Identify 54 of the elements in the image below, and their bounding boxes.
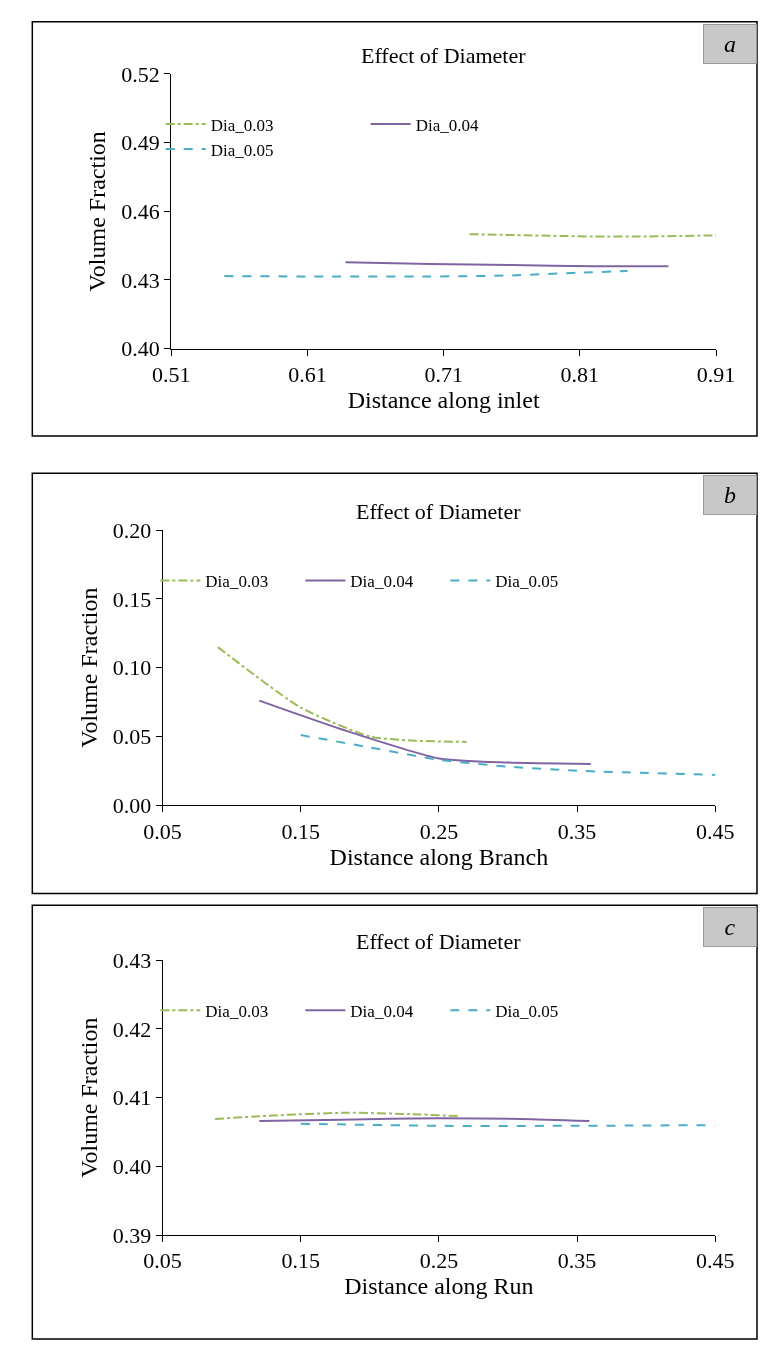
line-series	[216, 646, 468, 743]
y-tick-label: 0.15	[112, 586, 152, 612]
text: b	[724, 482, 736, 508]
line-series	[258, 699, 592, 765]
legend-label: Dia_0.04	[350, 1001, 414, 1021]
x-axis-title: Distance along inlet	[347, 387, 540, 414]
y-tick-label: 0.20	[112, 517, 152, 543]
y-tick-label: 0.42	[112, 1016, 152, 1042]
y-tick-label: 0.46	[121, 198, 160, 224]
x-tick-label: 0.15	[281, 818, 320, 844]
y-tick-label: 0.49	[121, 130, 160, 156]
y-axis-title: Volume Fraction	[84, 131, 111, 292]
x-tick-label: 0.05	[143, 1248, 182, 1274]
x-tick-label: 0.71	[424, 362, 463, 388]
x-tick-label: 0.15	[281, 1248, 320, 1274]
x-axis-title: Distance along Run	[344, 1273, 534, 1300]
x-tick-label: 0.35	[557, 818, 597, 844]
legend-label: Dia_0.03	[205, 572, 269, 592]
y-tick-label: 0.40	[112, 1154, 152, 1180]
y-tick-label: 0.39	[112, 1222, 152, 1248]
x-axis-title: Distance along Branch	[329, 843, 549, 870]
legend-label: Dia_0.04	[415, 115, 479, 135]
y-tick-label: 0.43	[112, 947, 152, 973]
legend-label: Dia_0.03	[210, 115, 274, 135]
x-tick-label: 0.35	[557, 1248, 597, 1274]
x-tick-label: 0.91	[696, 362, 736, 388]
y-tick-label: 0.52	[121, 61, 160, 87]
line-series	[299, 734, 716, 776]
x-tick-label: 0.45	[695, 1248, 735, 1274]
x-tick-label: 0.05	[143, 818, 182, 844]
x-tick-label: 0.61	[288, 362, 327, 388]
y-tick-label: 0.40	[121, 336, 160, 362]
y-tick-label: 0.00	[112, 792, 152, 818]
chart-title: Effect of Diameter	[356, 929, 522, 954]
text: c	[724, 914, 736, 940]
legend-label: Dia_0.05	[495, 572, 559, 592]
y-tick-label: 0.10	[112, 655, 152, 681]
x-tick-label: 0.81	[560, 362, 600, 388]
legend-label: Dia_0.05	[495, 1001, 559, 1021]
x-tick-label: 0.51	[151, 362, 191, 388]
y-tick-label: 0.05	[112, 724, 152, 750]
chart-title: Effect of Diameter	[361, 43, 527, 68]
y-tick-label: 0.43	[121, 267, 160, 293]
x-tick-label: 0.25	[419, 1248, 459, 1274]
text: a	[724, 31, 736, 57]
x-tick-label: 0.45	[695, 818, 735, 844]
x-tick-label: 0.25	[419, 818, 459, 844]
legend-label: Dia_0.03	[205, 1001, 269, 1021]
y-axis-title: Volume Fraction	[75, 587, 102, 748]
y-axis-title: Volume Fraction	[75, 1017, 102, 1178]
chart-title: Effect of Diameter	[356, 499, 522, 524]
legend-label: Dia_0.05	[210, 140, 274, 160]
legend-label: Dia_0.04	[350, 572, 414, 592]
y-tick-label: 0.41	[112, 1085, 152, 1111]
